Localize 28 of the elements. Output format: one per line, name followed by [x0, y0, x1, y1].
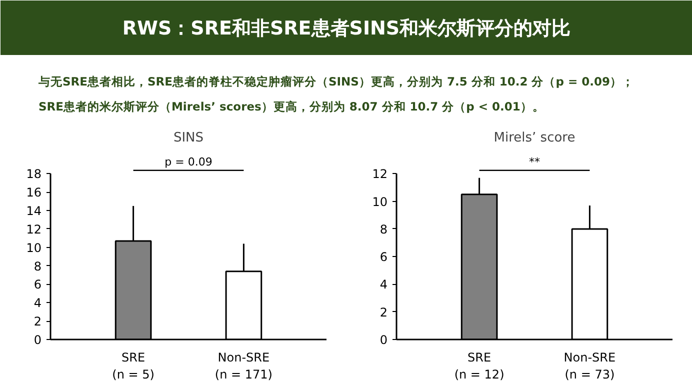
y-tick-label: 10: [372, 194, 388, 209]
text: 与无SRE患者相比，SRE患者的脊柱不稳定肿瘤评分（SINS）更高，分别为 7.5 分和 10.2 分（p = 0.09）；: [38, 74, 634, 88]
y-tick-label: 0: [34, 333, 42, 347]
text: RWS：SRE和非SRE患者SINS和米尔斯评分的对比: [122, 18, 571, 40]
y-tick-label: 0: [380, 333, 388, 347]
y-tick-label: 12: [372, 167, 388, 182]
chart-title: Mirels’ score: [494, 130, 576, 146]
y-tick-label: 14: [26, 204, 42, 218]
y-tick-label: 8: [34, 259, 42, 274]
chart-title: SINS: [173, 130, 204, 146]
x-tick-label: Non-SRE (n = 73): [564, 350, 616, 382]
y-tick-label: 16: [26, 186, 42, 200]
y-tick-label: 8: [380, 222, 388, 236]
y-tick-label: 2: [34, 314, 42, 329]
y-tick-label: 2: [380, 305, 388, 320]
y-tick-label: 6: [380, 250, 388, 264]
y-tick-label: 12: [26, 222, 42, 236]
x-tick-label: SRE (n = 12): [454, 350, 504, 382]
text: **: [529, 155, 540, 168]
text: p = 0.09: [164, 155, 212, 168]
x-tick-label: SRE (n = 5): [112, 350, 154, 382]
text: SRE患者的米尔斯评分（Mirels’ scores）更高，分别为 8.07 分和 10.7 分（p < 0.01）。: [38, 100, 544, 114]
y-tick-label: 18: [26, 167, 42, 182]
y-tick-label: 10: [26, 240, 42, 255]
y-tick-label: 4: [34, 296, 42, 310]
x-tick-label: Non-SRE (n = 171): [214, 350, 272, 382]
y-tick-label: 6: [34, 278, 42, 292]
y-tick-label: 4: [380, 278, 388, 292]
